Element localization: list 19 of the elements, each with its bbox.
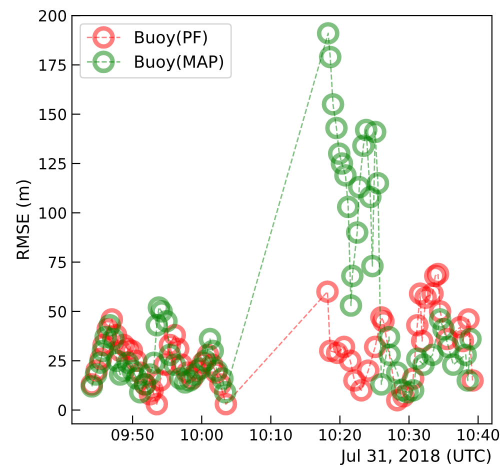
- legend-label: Buoy(PF): [135, 30, 207, 47]
- y-tick-label: 175: [40, 60, 66, 71]
- y-tick-label: 0: [58, 404, 66, 416]
- y-tick-label: 50: [48, 306, 66, 318]
- y-tick-label: 75: [48, 256, 66, 268]
- x-tick-label: 10:00: [181, 428, 223, 441]
- y-tick-label: 150: [40, 108, 66, 120]
- x-axis-title: Jul 31, 2018 (UTC): [340, 449, 491, 466]
- x-tick-label: 09:50: [112, 428, 154, 441]
- x-tick-label: 10:30: [388, 428, 430, 441]
- legend-label: Buoy(MAP): [135, 55, 224, 72]
- x-tick-label: 10:10: [250, 428, 292, 441]
- y-tick-label: 25: [48, 355, 66, 367]
- y-tick-label: 200: [39, 10, 66, 22]
- y-axis-title: RMSE (m): [16, 180, 32, 259]
- y-tick-label: 100: [40, 207, 66, 219]
- x-tick-label: 10:40: [458, 428, 500, 441]
- y-tick-label: 125: [40, 158, 66, 170]
- x-tick-label: 10:20: [320, 428, 361, 441]
